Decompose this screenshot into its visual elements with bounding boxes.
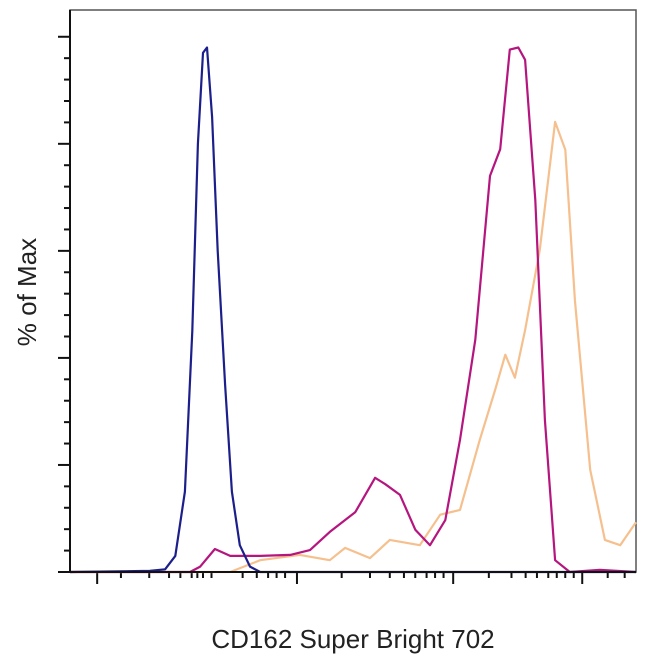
histogram-curve — [70, 120, 637, 574]
plot-frame — [69, 9, 637, 573]
x-axis-label: CD162 Super Bright 702 — [211, 624, 494, 654]
y-axis-label: % of Max — [12, 238, 42, 346]
histogram-curve — [69, 46, 636, 574]
histogram-curve — [70, 46, 637, 574]
